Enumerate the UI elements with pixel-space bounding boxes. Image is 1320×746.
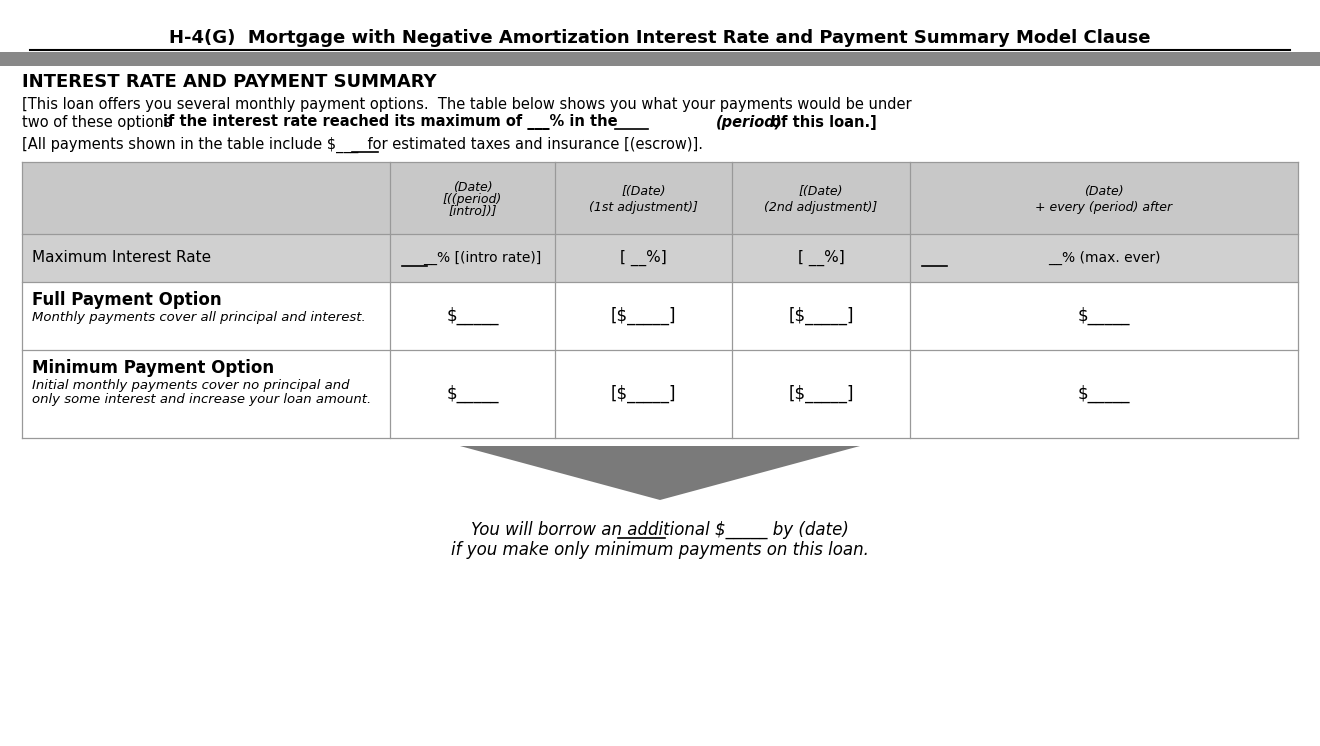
Text: Minimum Payment Option: Minimum Payment Option	[32, 359, 275, 377]
Text: Full Payment Option: Full Payment Option	[32, 291, 222, 309]
Text: [$_____]: [$_____]	[611, 307, 676, 325]
Text: [$_____]: [$_____]	[611, 385, 676, 403]
Text: [((period): [((period)	[444, 192, 502, 205]
Text: $_____: $_____	[1077, 307, 1130, 325]
Text: (2nd adjustment)]: (2nd adjustment)]	[764, 201, 878, 213]
Text: (Date): (Date)	[453, 181, 492, 195]
Text: [$_____]: [$_____]	[788, 385, 854, 403]
Bar	[22, 234, 1298, 282]
Text: + every (period) after: + every (period) after	[1035, 201, 1172, 213]
Text: Maximum Interest Rate: Maximum Interest Rate	[32, 251, 211, 266]
Text: [ __%]: [ __%]	[797, 250, 845, 266]
Text: Monthly payments cover all principal and interest.: Monthly payments cover all principal and…	[32, 310, 366, 324]
Bar	[22, 282, 1298, 350]
Text: __% [(intro rate)]: __% [(intro rate)]	[424, 251, 541, 265]
Text: $_____: $_____	[446, 307, 499, 325]
Text: (period): (period)	[715, 114, 783, 130]
Text: [All payments shown in the table include $___  for estimated taxes and insurance: [All payments shown in the table include…	[22, 137, 704, 153]
Text: if you make only minimum payments on this loan.: if you make only minimum payments on thi…	[451, 541, 869, 559]
Text: __% (max. ever): __% (max. ever)	[1048, 251, 1160, 265]
Text: [This loan offers you several monthly payment options.  The table below shows yo: [This loan offers you several monthly pa…	[22, 98, 912, 113]
Bar	[22, 162, 1298, 234]
Bar	[22, 350, 1298, 438]
Text: if the interest rate reached its maximum of ___% in the: if the interest rate reached its maximum…	[162, 114, 623, 130]
Text: [intro])]: [intro])]	[449, 204, 496, 218]
Text: (1st adjustment)]: (1st adjustment)]	[589, 201, 698, 213]
Text: [$_____]: [$_____]	[788, 307, 854, 325]
Text: (Date): (Date)	[1084, 186, 1123, 198]
Text: INTEREST RATE AND PAYMENT SUMMARY: INTEREST RATE AND PAYMENT SUMMARY	[22, 73, 437, 91]
Text: [(Date): [(Date)	[799, 186, 843, 198]
Text: two of these options: two of these options	[22, 114, 176, 130]
Text: [(Date): [(Date)	[622, 186, 665, 198]
Text: only some interest and increase your loan amount.: only some interest and increase your loa…	[32, 393, 371, 407]
Text: You will borrow an additional $_____ by (date): You will borrow an additional $_____ by …	[471, 521, 849, 539]
Text: $_____: $_____	[1077, 385, 1130, 403]
Bar	[0, 52, 1320, 66]
Text: of this loan.]: of this loan.]	[766, 114, 876, 130]
Text: $_____: $_____	[446, 385, 499, 403]
Text: Initial monthly payments cover no principal and: Initial monthly payments cover no princi…	[32, 378, 350, 392]
Text: [ __%]: [ __%]	[620, 250, 667, 266]
Polygon shape	[459, 446, 861, 500]
Text: H-4(G)  Mortgage with Negative Amortization Interest Rate and Payment Summary Mo: H-4(G) Mortgage with Negative Amortizati…	[169, 29, 1151, 47]
